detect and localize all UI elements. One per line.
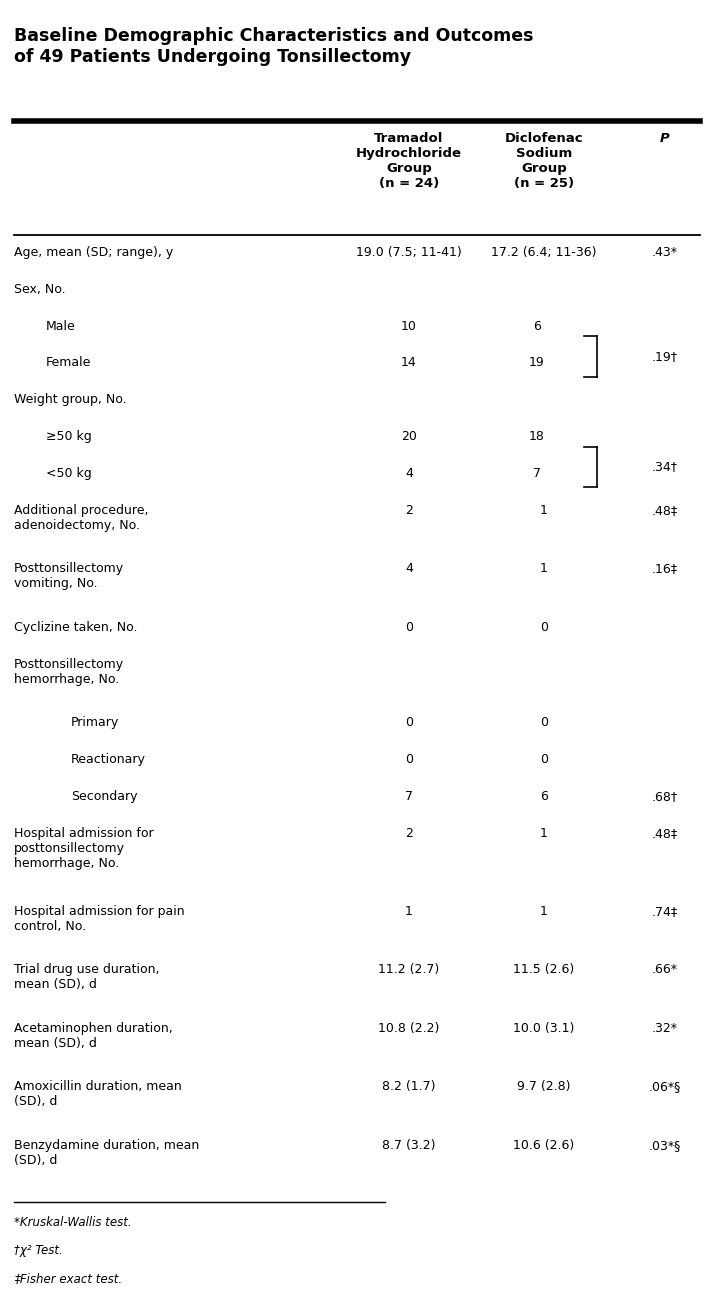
Text: Hospital admission for
posttonsillectomy
hemorrhage, No.: Hospital admission for posttonsillectomy… xyxy=(14,827,154,870)
Text: 8.2 (1.7): 8.2 (1.7) xyxy=(382,1080,436,1093)
Text: <50 kg: <50 kg xyxy=(46,467,92,480)
Text: Age, mean (SD; range), y: Age, mean (SD; range), y xyxy=(14,246,173,259)
Text: 18: 18 xyxy=(529,430,545,443)
Text: Trial drug use duration,
mean (SD), d: Trial drug use duration, mean (SD), d xyxy=(14,963,160,991)
Text: 20: 20 xyxy=(401,430,417,443)
Text: .68†: .68† xyxy=(652,789,678,802)
Text: 8.7 (3.2): 8.7 (3.2) xyxy=(382,1139,436,1152)
Text: *Kruskal-Wallis test.: *Kruskal-Wallis test. xyxy=(14,1216,132,1229)
Text: .32*: .32* xyxy=(652,1021,678,1034)
Text: 1: 1 xyxy=(540,562,548,575)
Text: 0: 0 xyxy=(405,621,413,634)
Text: 10.6 (2.6): 10.6 (2.6) xyxy=(513,1139,574,1152)
Text: .43*: .43* xyxy=(652,246,678,259)
Text: 10.0 (3.1): 10.0 (3.1) xyxy=(513,1021,574,1034)
Text: 1: 1 xyxy=(540,827,548,840)
Text: 11.5 (2.6): 11.5 (2.6) xyxy=(513,963,574,976)
Text: 0: 0 xyxy=(405,717,413,730)
Text: 0: 0 xyxy=(540,753,548,766)
Text: .74‡: .74‡ xyxy=(652,905,678,918)
Text: Weight group, No.: Weight group, No. xyxy=(14,393,127,406)
Text: Diclofenac
Sodium
Group
(n = 25): Diclofenac Sodium Group (n = 25) xyxy=(505,132,583,191)
Text: 0: 0 xyxy=(540,621,548,634)
Text: Primary: Primary xyxy=(71,717,119,730)
Text: 0: 0 xyxy=(540,717,548,730)
Text: .48‡: .48‡ xyxy=(652,827,678,840)
Text: .34†: .34† xyxy=(652,460,678,473)
Text: ‡Fisher exact test.: ‡Fisher exact test. xyxy=(14,1271,122,1284)
Text: 10.8 (2.2): 10.8 (2.2) xyxy=(378,1021,439,1034)
Text: 11.2 (2.7): 11.2 (2.7) xyxy=(378,963,439,976)
Text: 19.0 (7.5; 11-41): 19.0 (7.5; 11-41) xyxy=(356,246,461,259)
Text: 2: 2 xyxy=(405,504,413,517)
Text: Female: Female xyxy=(46,356,92,369)
Text: †χ² Test.: †χ² Test. xyxy=(14,1244,63,1257)
Text: Benzydamine duration, mean
(SD), d: Benzydamine duration, mean (SD), d xyxy=(14,1139,200,1166)
Text: .06*§: .06*§ xyxy=(648,1080,681,1093)
Text: 0: 0 xyxy=(405,753,413,766)
Text: Additional procedure,
adenoidectomy, No.: Additional procedure, adenoidectomy, No. xyxy=(14,504,149,531)
Text: 1: 1 xyxy=(540,504,548,517)
Text: 4: 4 xyxy=(405,562,413,575)
Text: 7: 7 xyxy=(533,467,541,480)
Text: Cyclizine taken, No.: Cyclizine taken, No. xyxy=(14,621,138,634)
Text: .03*§: .03*§ xyxy=(648,1139,681,1152)
Text: P: P xyxy=(660,132,670,145)
Text: Secondary: Secondary xyxy=(71,789,138,802)
Text: 1: 1 xyxy=(405,905,413,918)
Text: Reactionary: Reactionary xyxy=(71,753,146,766)
Text: ≥50 kg: ≥50 kg xyxy=(46,430,92,443)
Text: 10: 10 xyxy=(401,320,417,333)
Text: 14: 14 xyxy=(401,356,417,369)
Text: .66*: .66* xyxy=(652,963,678,976)
Text: 2: 2 xyxy=(405,827,413,840)
Text: Acetaminophen duration,
mean (SD), d: Acetaminophen duration, mean (SD), d xyxy=(14,1021,173,1050)
Text: Baseline Demographic Characteristics and Outcomes
of 49 Patients Undergoing Tons: Baseline Demographic Characteristics and… xyxy=(14,27,534,66)
Text: 1: 1 xyxy=(540,905,548,918)
Text: .48‡: .48‡ xyxy=(652,504,678,517)
Text: 7: 7 xyxy=(405,789,413,802)
Text: Posttonsillectomy
hemorrhage, No.: Posttonsillectomy hemorrhage, No. xyxy=(14,657,124,686)
Text: 6: 6 xyxy=(540,789,548,802)
Text: Posttonsillectomy
vomiting, No.: Posttonsillectomy vomiting, No. xyxy=(14,562,124,590)
Text: Tramadol
Hydrochloride
Group
(n = 24): Tramadol Hydrochloride Group (n = 24) xyxy=(356,132,462,191)
Text: 4: 4 xyxy=(405,467,413,480)
Text: Hospital admission for pain
control, No.: Hospital admission for pain control, No. xyxy=(14,905,185,933)
Text: Sex, No.: Sex, No. xyxy=(14,283,66,295)
Text: 17.2 (6.4; 11-36): 17.2 (6.4; 11-36) xyxy=(491,246,597,259)
Text: .16‡: .16‡ xyxy=(652,562,678,575)
Text: 9.7 (2.8): 9.7 (2.8) xyxy=(517,1080,571,1093)
Text: .19†: .19† xyxy=(652,350,678,363)
Text: Male: Male xyxy=(46,320,76,333)
Text: 19: 19 xyxy=(529,356,545,369)
Text: Amoxicillin duration, mean
(SD), d: Amoxicillin duration, mean (SD), d xyxy=(14,1080,182,1108)
Text: 6: 6 xyxy=(533,320,541,333)
